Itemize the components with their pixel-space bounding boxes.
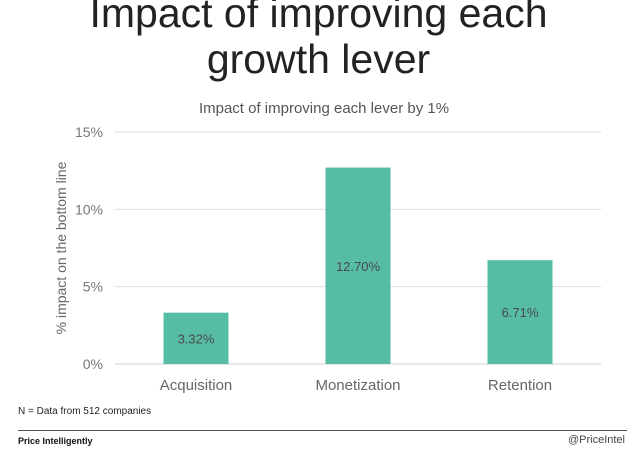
data-label: 3.32% — [178, 331, 215, 346]
x-tick-label: Retention — [488, 377, 552, 394]
bar-acquisition — [163, 312, 229, 364]
data-label: 12.70% — [336, 259, 381, 274]
data-label: 6.71% — [502, 305, 539, 320]
footer-divider — [18, 430, 627, 431]
slide-title-line-1: Impact of improving each — [89, 0, 548, 36]
y-tick-label: 15% — [75, 124, 103, 140]
bar-monetization — [325, 167, 391, 364]
slide-title-line-2: growth lever — [206, 36, 431, 82]
x-tick-label: Acquisition — [160, 377, 233, 394]
brand-logo-text: Price Intelligently — [18, 436, 93, 446]
footnote: N = Data from 512 companies — [18, 406, 152, 417]
y-tick-label: 0% — [83, 356, 103, 372]
y-tick-label: 10% — [75, 201, 103, 217]
bar-retention — [487, 260, 553, 364]
chart-title: Impact of improving each lever by 1% — [199, 100, 449, 117]
twitter-handle: @PriceIntel — [567, 434, 625, 446]
y-axis-label: % impact on the bottom line — [53, 161, 69, 334]
x-tick-label: Monetization — [315, 377, 400, 394]
slide-title: Impact of improving each growth lever — [0, 0, 637, 82]
y-tick-label: 5% — [83, 279, 103, 295]
